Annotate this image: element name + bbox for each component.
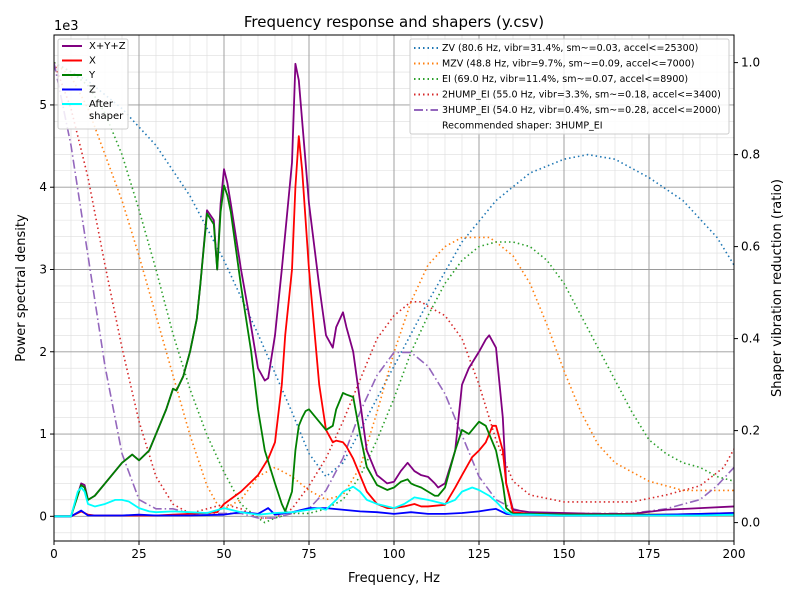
x-tick-label: 175: [638, 547, 661, 561]
y2-tick-label: 0.0: [741, 516, 760, 530]
shaper-line-3hump-ei: [54, 62, 734, 519]
recommended-shaper-label: Recommended shaper: 3HUMP_EI: [442, 121, 603, 132]
y-tick-label: 2: [39, 345, 47, 359]
psd-legend-label-after-shaper: After: [89, 99, 114, 110]
series-layer: [54, 61, 734, 524]
y-tick-label: 0: [39, 509, 47, 523]
psd-legend-label-x-y-z: X+Y+Z: [89, 41, 126, 52]
shaper-legend-label-zv: ZV (80.6 Hz, vibr=31.4%, sm~=0.03, accel…: [442, 43, 698, 54]
shaper-line-2hump-ei: [54, 62, 734, 519]
psd-line-x: [54, 135, 734, 518]
x-tick-label: 125: [468, 547, 491, 561]
x-tick-label: 0: [50, 547, 58, 561]
x-tick-label: 150: [553, 547, 576, 561]
psd-legend-label-after-shaper: shaper: [89, 111, 124, 122]
psd-line-after-shaper: [54, 485, 734, 518]
psd-legend-label-y: Y: [88, 70, 96, 81]
y2-axis-label: Shaper vibration reduction (ratio): [770, 179, 785, 397]
x-tick-label: 200: [723, 547, 746, 561]
shaper-legend-label-3hump-ei: 3HUMP_EI (54.0 Hz, vibr=0.4%, sm~=0.28, …: [442, 105, 721, 116]
psd-line-y: [54, 184, 734, 518]
y2-tick-label: 0.2: [741, 424, 760, 438]
x-tick-label: 75: [301, 547, 316, 561]
x-axis-label: Frequency, Hz: [348, 571, 440, 586]
x-tick-label: 25: [131, 547, 146, 561]
y-tick-label: 1: [39, 427, 47, 441]
shaper-legend-label-ei: EI (69.0 Hz, vibr=11.4%, sm~=0.07, accel…: [442, 74, 688, 85]
shaper-legend: ZV (80.6 Hz, vibr=31.4%, sm~=0.03, accel…: [409, 38, 730, 135]
y-tick-label: 5: [39, 98, 47, 112]
y2-tick-label: 0.8: [741, 148, 760, 162]
y-tick-label: 4: [39, 180, 47, 194]
y-axis-multiplier: 1e3: [54, 19, 79, 34]
psd-legend-label-x: X: [89, 56, 96, 67]
shaper-legend-label-2hump-ei: 2HUMP_EI (55.0 Hz, vibr=3.3%, sm~=0.18, …: [442, 90, 721, 101]
shaper-line-ei: [54, 61, 734, 524]
shaper-legend-label-mzv: MZV (48.8 Hz, vibr=9.7%, sm~=0.09, accel…: [442, 59, 694, 70]
axes-layer: 0 25 50 75 100 125 150 175 200 0 1 2 3 4 5 0.0 0.2 0.4 0.6…: [39, 56, 760, 561]
psd-legend-label-z: Z: [89, 85, 96, 96]
y-axis-label: Power spectral density: [14, 214, 29, 362]
y-tick-label: 3: [39, 262, 47, 276]
shaper-line-mzv: [54, 61, 734, 510]
y2-tick-label: 1.0: [741, 56, 760, 70]
x-tick-label: 100: [383, 547, 406, 561]
chart-title: Frequency response and shapers (y.csv): [244, 13, 544, 31]
y2-tick-label: 0.6: [741, 240, 760, 254]
x-tick-label: 50: [216, 547, 231, 561]
y2-tick-label: 0.4: [741, 332, 760, 346]
shaper-legend-box: [409, 38, 730, 135]
